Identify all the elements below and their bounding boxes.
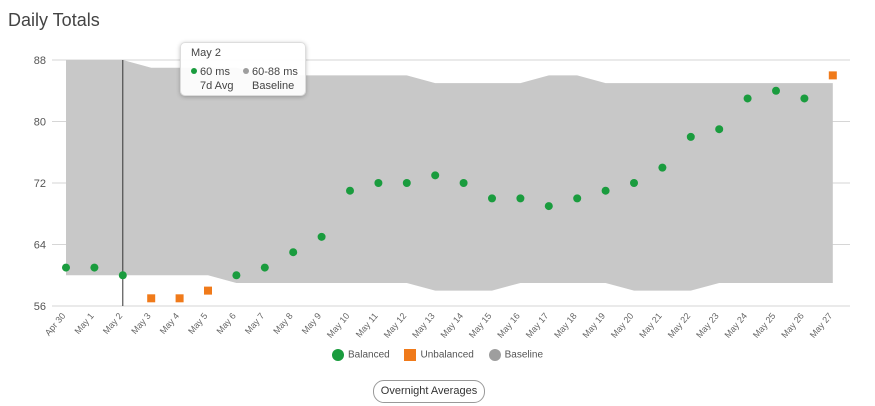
- circle-marker-icon: [332, 349, 344, 361]
- x-tick-label: May 6: [215, 311, 238, 336]
- y-tick-label: 72: [34, 178, 46, 190]
- y-tick-label: 56: [34, 301, 46, 313]
- unbalanced-point[interactable]: [828, 71, 837, 80]
- x-tick-label: May 27: [808, 311, 835, 340]
- balanced-point[interactable]: [601, 186, 610, 195]
- balanced-point[interactable]: [686, 132, 695, 141]
- x-tick-label: May 9: [300, 311, 323, 336]
- legend-baseline[interactable]: Baseline: [488, 349, 543, 361]
- x-tick-label: May 1: [73, 311, 96, 336]
- tooltip-value-label: 7d Avg: [200, 80, 234, 92]
- balanced-point[interactable]: [544, 202, 553, 211]
- x-tick-label: May 7: [243, 311, 266, 336]
- x-tick-label: May 4: [158, 311, 181, 336]
- balanced-point[interactable]: [800, 94, 809, 103]
- balanced-point[interactable]: [488, 194, 496, 203]
- balanced-point[interactable]: [516, 194, 525, 203]
- x-tick-label: May 23: [694, 311, 721, 340]
- x-tick-label: May 19: [580, 311, 607, 340]
- overnight-averages-button[interactable]: Overnight Averages: [373, 380, 485, 403]
- balanced-point[interactable]: [118, 271, 127, 280]
- balanced-point[interactable]: [90, 263, 99, 272]
- x-tick-label: May 2: [101, 311, 124, 336]
- balanced-point[interactable]: [772, 86, 780, 95]
- balanced-point[interactable]: [573, 194, 582, 203]
- balanced-point[interactable]: [402, 179, 411, 187]
- x-tick-label: May 13: [410, 311, 437, 340]
- baseline-band: [66, 60, 833, 291]
- x-tick-label: May 18: [552, 311, 579, 340]
- legend-balanced[interactable]: Balanced: [332, 349, 390, 361]
- legend-balanced-label: Balanced: [348, 349, 390, 361]
- legend-unbalanced[interactable]: Unbalanced: [404, 349, 474, 361]
- balanced-point[interactable]: [459, 179, 468, 187]
- x-tick-label: May 16: [495, 311, 522, 340]
- x-tick-label: May 11: [354, 311, 380, 340]
- x-tick-label: May 14: [438, 311, 465, 340]
- x-tick-label: May 24: [722, 311, 749, 340]
- balanced-point[interactable]: [62, 263, 70, 272]
- tooltip-value-group: 60 ms 7d Avg: [191, 65, 233, 93]
- x-tick-label: May 26: [779, 311, 806, 340]
- balanced-point[interactable]: [317, 232, 326, 241]
- balanced-point[interactable]: [260, 263, 269, 272]
- x-tick-label: May 8: [271, 311, 294, 336]
- square-marker-icon: [404, 349, 417, 361]
- y-tick-label: 64: [34, 240, 46, 252]
- y-tick-label: 80: [34, 117, 46, 129]
- tooltip-range: 60-88 ms: [252, 66, 298, 78]
- tooltip-range-label: Baseline: [252, 80, 295, 92]
- balanced-point[interactable]: [374, 179, 383, 187]
- x-tick-label: May 15: [467, 311, 494, 340]
- unbalanced-point[interactable]: [147, 294, 156, 303]
- unbalanced-point[interactable]: [204, 286, 212, 295]
- x-tick-label: May 5: [186, 311, 209, 336]
- y-tick-label: 88: [34, 55, 46, 67]
- x-axis-labels: Apr 30 May 1 May 2 May 3 May 4 May 5 May 6 May …: [43, 311, 835, 340]
- x-tick-label: May 21: [637, 311, 664, 340]
- chart-title: Daily Totals: [8, 10, 100, 30]
- circle-marker-icon: [488, 349, 501, 361]
- tooltip-date: May 2: [191, 47, 221, 59]
- balanced-point[interactable]: [658, 163, 667, 172]
- legend-baseline-label: Baseline: [504, 349, 543, 361]
- x-tick-label: May 20: [609, 311, 636, 340]
- balanced-point[interactable]: [743, 94, 752, 103]
- chart-tooltip: May 2 60 ms 7d Avg 60-88 ms Baseline: [180, 42, 306, 96]
- x-tick-label: May 10: [325, 311, 352, 340]
- balanced-point[interactable]: [346, 186, 354, 195]
- x-tick-label: Apr 30: [43, 311, 68, 338]
- balanced-point[interactable]: [232, 271, 241, 280]
- x-tick-label: May 12: [382, 311, 409, 340]
- balanced-point[interactable]: [431, 171, 440, 180]
- tooltip-value: 60 ms: [200, 66, 230, 78]
- balanced-point[interactable]: [715, 125, 724, 134]
- x-tick-label: May 25: [751, 311, 778, 340]
- chart-legend: Balanced Unbalanced Baseline: [0, 349, 875, 361]
- legend-unbalanced-label: Unbalanced: [420, 349, 474, 361]
- y-axis-labels: 56 64 72 80 88: [34, 55, 46, 313]
- balanced-dot-icon: [191, 68, 197, 74]
- balanced-point[interactable]: [289, 248, 298, 257]
- balanced-point[interactable]: [630, 179, 638, 187]
- x-tick-label: May 22: [666, 311, 693, 340]
- baseline-dot-icon: [243, 68, 249, 74]
- data-points: [62, 71, 837, 303]
- unbalanced-point[interactable]: [175, 294, 184, 303]
- tooltip-range-group: 60-88 ms Baseline: [243, 65, 298, 93]
- x-tick-label: May 17: [524, 311, 551, 340]
- x-tick-label: May 3: [129, 311, 152, 336]
